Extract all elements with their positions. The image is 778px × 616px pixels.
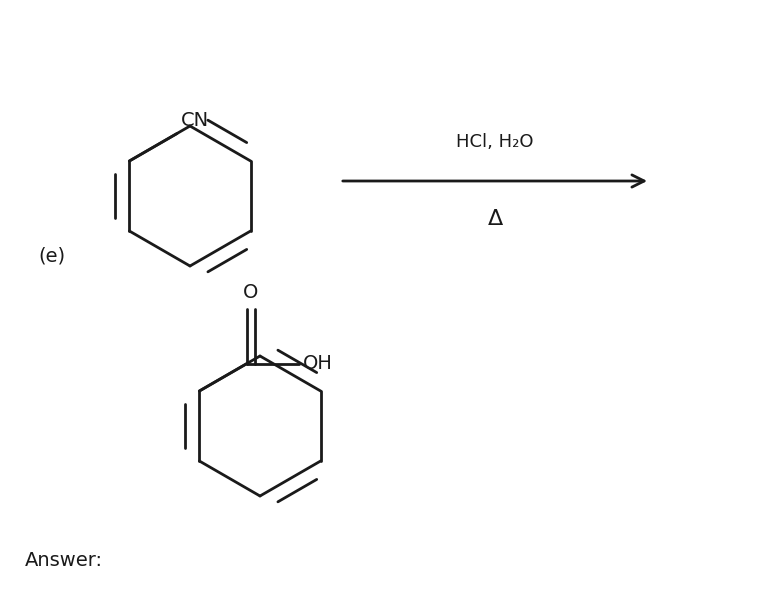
Text: OH: OH bbox=[303, 354, 333, 373]
Text: CN: CN bbox=[181, 111, 209, 131]
Text: (e): (e) bbox=[38, 246, 65, 265]
Text: Answer:: Answer: bbox=[25, 551, 103, 570]
Text: HCl, H₂O: HCl, H₂O bbox=[456, 133, 534, 151]
Text: Δ: Δ bbox=[487, 209, 503, 229]
Text: O: O bbox=[244, 283, 259, 302]
